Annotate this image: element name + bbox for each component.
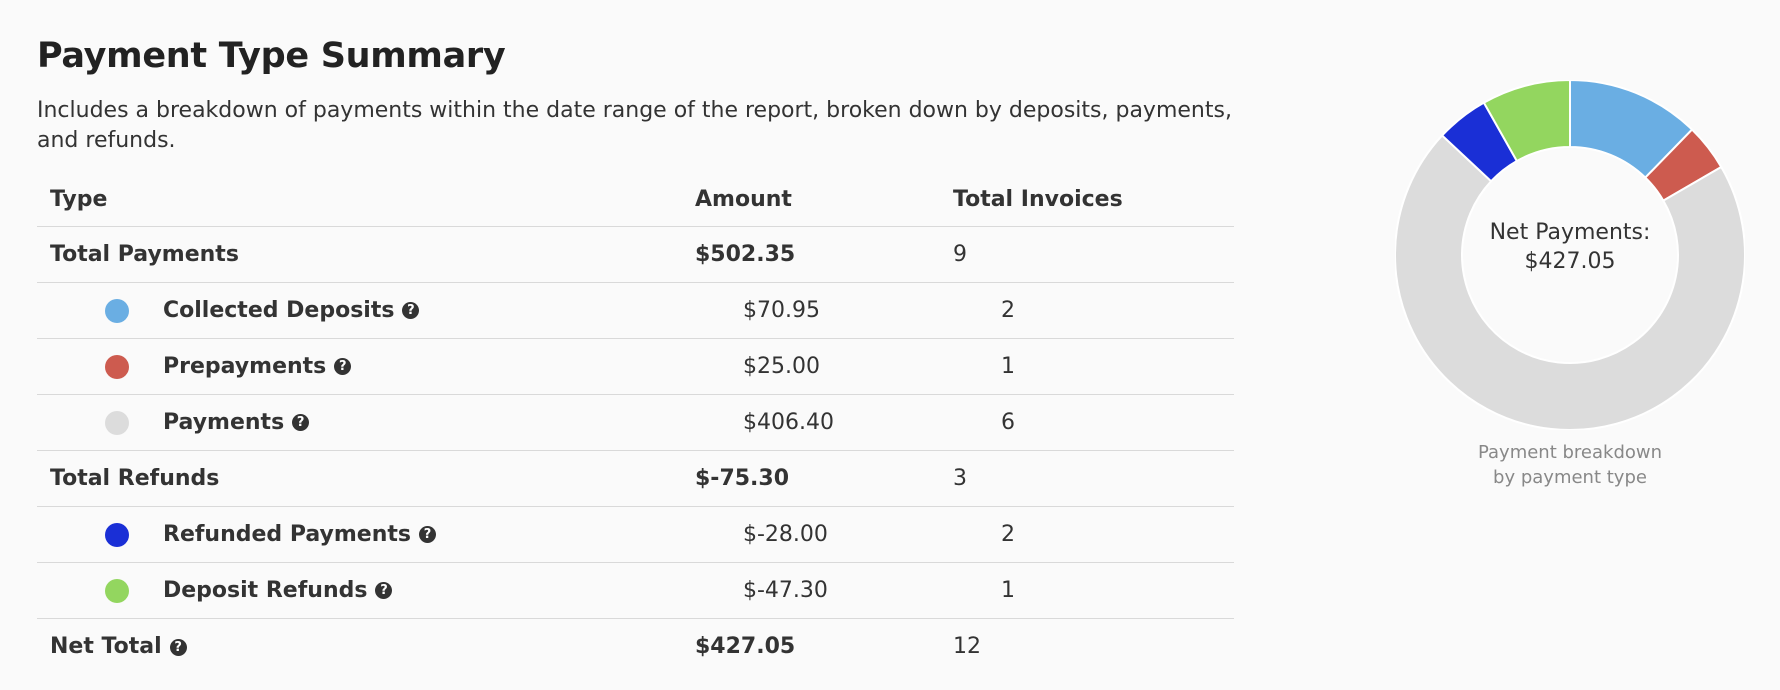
chart-caption: Payment breakdown by payment type <box>1395 440 1745 490</box>
donut-chart: Net Payments: $427.05 Payment breakdown … <box>1394 78 1746 488</box>
table-row: Deposit Refunds? $-47.30 1 <box>37 562 1234 619</box>
type-label: Refunded Payments <box>163 522 411 547</box>
net-payments-label: Net Payments: <box>1489 220 1651 245</box>
table-row: Net Total? $427.05 12 <box>37 618 1234 674</box>
type-label: Total Refunds <box>50 466 220 491</box>
help-icon[interactable]: ? <box>402 302 420 319</box>
page-title: Payment Type Summary <box>37 36 506 76</box>
table-row: Payments? $406.40 6 <box>37 394 1234 451</box>
amount-cell: $25.00 <box>695 338 953 395</box>
invoice-count-cell: 1 <box>953 338 1234 395</box>
table-header-row: Type Amount Total Invoices <box>37 172 1234 227</box>
column-header-total-invoices: Total Invoices <box>953 186 1123 212</box>
donut-svg <box>1394 78 1746 431</box>
payment-summary-section: Payment Type Summary Includes a breakdow… <box>37 36 1234 674</box>
type-label: Collected Deposits <box>163 298 395 323</box>
table-row: Collected Deposits? $70.95 2 <box>37 282 1234 339</box>
page-description: Includes a breakdown of payments within … <box>37 98 1232 153</box>
type-cell: Net Total? <box>37 618 695 674</box>
type-cell: Payments? <box>37 394 695 451</box>
invoice-count-cell: 3 <box>953 450 1234 507</box>
payment-summary-table: Type Amount Total Invoices Total Payment… <box>37 172 1234 674</box>
amount-cell: $502.35 <box>695 226 953 283</box>
type-label: Deposit Refunds <box>163 578 368 603</box>
table-row: Total Refunds $-75.30 3 <box>37 450 1234 507</box>
amount-cell: $427.05 <box>695 618 953 674</box>
type-label: Payments <box>163 410 285 435</box>
table-row: Prepayments? $25.00 1 <box>37 338 1234 395</box>
amount-cell: $406.40 <box>695 394 953 451</box>
type-cell: Collected Deposits? <box>37 282 695 339</box>
net-payments-value: $427.05 <box>1524 249 1616 274</box>
amount-cell: $-28.00 <box>695 506 953 563</box>
help-icon[interactable]: ? <box>375 582 393 599</box>
legend-dot <box>105 298 129 323</box>
column-header-amount: Amount <box>695 186 792 212</box>
invoice-count-cell: 2 <box>953 282 1234 339</box>
type-cell: Deposit Refunds? <box>37 562 695 619</box>
help-icon[interactable]: ? <box>169 638 187 656</box>
invoice-count-cell: 12 <box>953 618 1234 674</box>
amount-cell: $-75.30 <box>695 450 953 507</box>
type-cell: Total Refunds <box>37 450 695 507</box>
amount-cell: $-47.30 <box>695 562 953 619</box>
type-cell: Prepayments? <box>37 338 695 395</box>
type-cell: Total Payments <box>37 226 695 283</box>
chart-caption-line-1: Payment breakdown <box>1477 442 1663 463</box>
column-header-type: Type <box>50 186 108 212</box>
legend-dot <box>105 522 129 547</box>
donut-slice[interactable] <box>1394 134 1746 431</box>
donut-center-label: Net Payments: $427.05 <box>1395 218 1745 276</box>
table-body: Total Payments $502.35 9 Collected Deposits… <box>37 226 1234 674</box>
table-row: Refunded Payments? $-28.00 2 <box>37 506 1234 563</box>
type-label: Net Total <box>50 634 162 659</box>
amount-cell: $70.95 <box>695 282 953 339</box>
legend-dot <box>105 578 129 603</box>
help-icon[interactable]: ? <box>334 358 352 375</box>
invoice-count-cell: 6 <box>953 394 1234 451</box>
invoice-count-cell: 1 <box>953 562 1234 619</box>
invoice-count-cell: 2 <box>953 506 1234 563</box>
type-label: Prepayments <box>163 354 327 379</box>
table-row: Total Payments $502.35 9 <box>37 226 1234 283</box>
invoice-count-cell: 9 <box>953 226 1234 283</box>
help-icon[interactable]: ? <box>292 414 310 431</box>
chart-caption-line-2: by payment type <box>1493 467 1647 488</box>
legend-dot <box>105 410 129 435</box>
donut-slice[interactable] <box>1482 78 1571 163</box>
type-cell: Refunded Payments? <box>37 506 695 563</box>
type-label: Total Payments <box>50 242 239 267</box>
help-icon[interactable]: ? <box>419 526 436 543</box>
legend-dot <box>105 354 129 379</box>
